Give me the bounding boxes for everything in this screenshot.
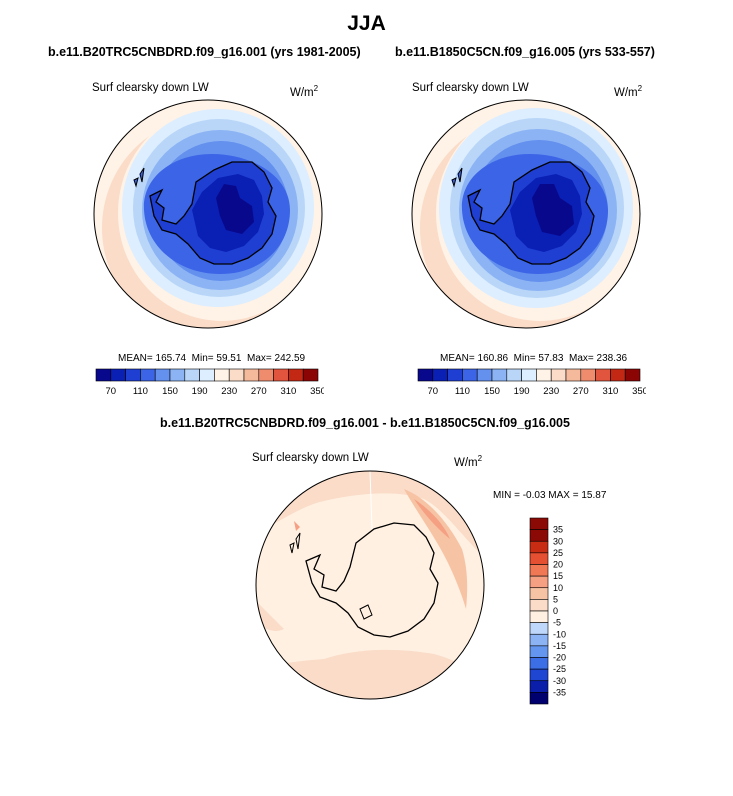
panel-2-colorbar-swatch [610, 368, 626, 382]
difference-colorbar-swatch [529, 680, 549, 693]
difference-units: W/m2 [454, 454, 483, 469]
difference-colorbar-tick-label: 30 [553, 536, 563, 546]
panel-2-colorbar-swatch [565, 368, 582, 382]
panel-1-colorbar: 70 110 150 190 230 270 310 350 [95, 368, 324, 397]
difference-colorbar-swatch [529, 692, 549, 705]
panel-2-colorbar-tick-label: 350 [632, 386, 646, 397]
panel-2-map [411, 99, 641, 329]
difference-colorbar-swatch [529, 668, 549, 682]
panel-2-colorbar-tick-label: 70 [428, 386, 439, 397]
panel-1-colorbar-swatch [169, 368, 186, 382]
panel-1-map [93, 99, 323, 329]
panel-1-colorbar-swatch [125, 368, 141, 382]
panel-1-colorbar-swatch [140, 368, 156, 382]
panel-2-colorbar-swatch [536, 368, 552, 382]
panel-2-colorbar: 70 110 150 190 230 270 310 350 [417, 368, 646, 397]
panel-2-title: b.e11.B1850C5CN.f09_g16.005 (yrs 533-557… [395, 45, 655, 59]
panel-2-colorbar-tick-label: 230 [543, 386, 559, 397]
panel-1-colorbar-tick-label: 270 [251, 386, 267, 397]
panel-1-colorbar-swatch [228, 368, 245, 382]
panel-1-variable: Surf clearsky down LW [92, 82, 209, 94]
panel-2-colorbar-swatch [550, 368, 567, 382]
panel-2-colorbar-swatch [417, 368, 434, 382]
difference-colorbar-tick-label: 10 [553, 583, 563, 593]
panel-2-colorbar-swatch [580, 368, 596, 382]
panel-1-colorbar-swatch [154, 368, 171, 382]
difference-colorbar-tick-label: -5 [553, 618, 561, 628]
panel-2-stats: MEAN= 160.86 Min= 57.83 Max= 238.36 [440, 353, 628, 364]
difference-colorbar-swatch [529, 575, 549, 589]
difference-colorbar-tick-label: -20 [553, 653, 566, 663]
difference-colorbar-swatch [529, 599, 549, 612]
difference-colorbar-swatch [529, 610, 549, 623]
panel-2-colorbar-swatch [521, 368, 537, 382]
panel-2-colorbar-swatch [624, 368, 641, 382]
panel-2-colorbar-tick-label: 150 [484, 386, 500, 397]
panel-1-colorbar-swatch [214, 368, 230, 382]
panel-2-units: W/m2 [614, 84, 643, 99]
difference-colorbar-swatch [529, 552, 549, 565]
panel-2-variable: Surf clearsky down LW [412, 82, 529, 94]
difference-colorbar-tick-label: -10 [553, 629, 566, 639]
difference-colorbar-swatch [529, 587, 549, 600]
difference-colorbar-tick-label: 35 [553, 525, 563, 535]
panel-1-colorbar-tick-label: 70 [106, 386, 117, 397]
difference-colorbar-tick-label: 15 [553, 571, 563, 581]
difference-title: b.e11.B20TRC5CNBDRD.f09_g16.001 - b.e11.… [160, 416, 570, 430]
panel-1-colorbar-swatch [95, 368, 112, 382]
panel-1-colorbar-swatch [243, 368, 260, 382]
difference-colorbar-swatch [529, 564, 549, 577]
difference-colorbar-tick-label: 5 [553, 594, 558, 604]
difference-colorbar-tick-label: 20 [553, 560, 563, 570]
panel-1-colorbar-swatch [258, 368, 274, 382]
panel-2-colorbar-swatch [595, 368, 611, 382]
panel-2-colorbar-swatch [506, 368, 522, 382]
difference-stats: MIN = -0.03 MAX = 15.87 [493, 490, 607, 501]
difference-colorbar-swatch [529, 529, 549, 542]
panel-1-colorbar-tick-label: 350 [310, 386, 324, 397]
panel-1-colorbar-tick-label: 310 [280, 386, 296, 397]
panel-2-colorbar-tick-label: 270 [573, 386, 589, 397]
panel-2-colorbar-swatch [447, 368, 463, 382]
difference-colorbar-tick-label: 0 [553, 606, 558, 616]
panel-2-colorbar-tick-label: 110 [455, 386, 470, 397]
difference-map [255, 470, 485, 700]
panel-1-colorbar-swatch [110, 368, 126, 382]
panel-2-colorbar-swatch [462, 368, 478, 382]
difference-colorbar-swatch [529, 633, 549, 647]
panel-1-colorbar-swatch [288, 368, 304, 382]
difference-colorbar-tick-label: -15 [553, 641, 566, 651]
difference-colorbar-swatch [529, 657, 549, 670]
difference-colorbar-tick-label: -25 [553, 664, 566, 674]
panel-1-colorbar-swatch [184, 368, 200, 382]
panel-1-colorbar-swatch [302, 368, 319, 382]
panel-1-colorbar-swatch [199, 368, 215, 382]
panel-2-colorbar-tick-label: 310 [602, 386, 618, 397]
difference-colorbar-tick-label: -35 [553, 687, 566, 697]
panel-2-colorbar-swatch [491, 368, 508, 382]
difference-variable: Surf clearsky down LW [252, 452, 369, 464]
panel-1-title: b.e11.B20TRC5CNBDRD.f09_g16.001 (yrs 198… [48, 45, 361, 59]
panel-1-colorbar-tick-label: 190 [192, 386, 208, 397]
panel-2-colorbar-swatch [476, 368, 493, 382]
panel-2-colorbar-swatch [432, 368, 448, 382]
panel-2-colorbar-tick-label: 190 [514, 386, 530, 397]
panel-1-colorbar-tick-label: 150 [162, 386, 178, 397]
panel-1-units: W/m2 [290, 84, 319, 99]
panel-1-colorbar-tick-label: 110 [133, 386, 148, 397]
panel-1-colorbar-swatch [273, 368, 289, 382]
difference-colorbar-tick-label: -30 [553, 676, 566, 686]
difference-colorbar-swatch [529, 540, 549, 554]
difference-colorbar-swatch [529, 622, 549, 635]
panel-1-colorbar-tick-label: 230 [221, 386, 237, 397]
difference-colorbar-swatch [529, 517, 549, 530]
difference-colorbar-tick-label: 25 [553, 548, 563, 558]
difference-colorbar-swatch [529, 645, 549, 658]
season-title: JJA [347, 12, 386, 35]
panel-1-stats: MEAN= 165.74 Min= 59.51 Max= 242.59 [118, 353, 306, 364]
